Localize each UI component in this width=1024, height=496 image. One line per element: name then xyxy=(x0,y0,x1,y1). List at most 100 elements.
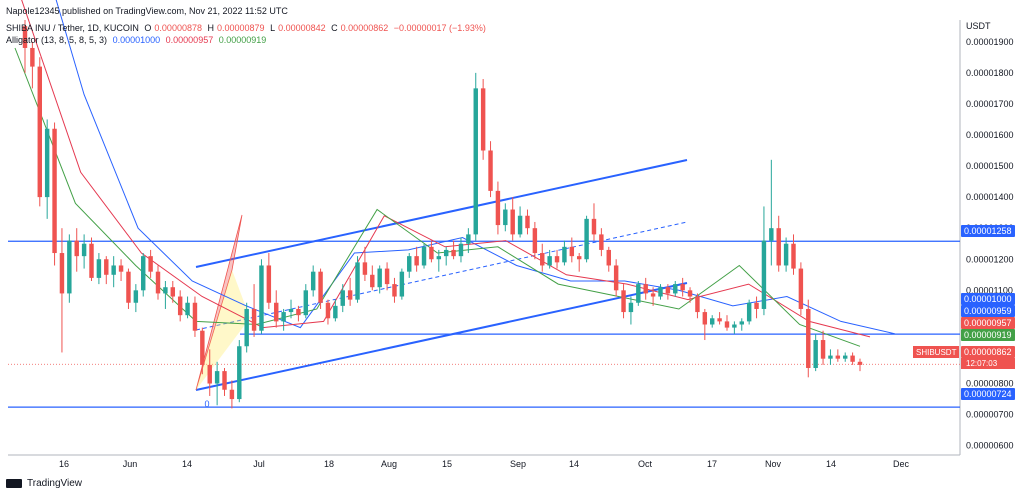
candle xyxy=(318,268,323,309)
candle xyxy=(44,119,50,219)
candle xyxy=(709,315,715,328)
candle xyxy=(436,249,442,272)
candle-body xyxy=(628,302,634,313)
candle xyxy=(525,209,530,235)
candle-body xyxy=(37,66,42,198)
candle-body xyxy=(443,249,449,257)
candle xyxy=(769,159,774,266)
candle-body xyxy=(118,265,124,272)
candle-body xyxy=(347,290,353,300)
candle-body xyxy=(569,246,575,257)
candle xyxy=(347,277,353,306)
candle-body xyxy=(274,302,279,322)
candle xyxy=(325,299,331,325)
candle xyxy=(340,284,345,313)
candle xyxy=(30,41,35,89)
candle-body xyxy=(310,271,316,291)
candle-body xyxy=(739,321,744,325)
candle xyxy=(74,228,79,272)
publisher-line: Napole12345 published on TradingView.com… xyxy=(6,6,288,16)
candle xyxy=(237,340,242,403)
x-tick-label: 15 xyxy=(442,459,452,469)
candle-body xyxy=(665,287,671,294)
candle-body xyxy=(466,234,471,244)
candle xyxy=(141,253,146,297)
price-badge-label: 0.00000959 xyxy=(964,306,1012,316)
x-tick-label: Dec xyxy=(893,459,910,469)
candle-body xyxy=(673,284,678,294)
candle xyxy=(643,277,648,300)
footer-brand[interactable]: TradingView xyxy=(27,478,83,489)
y-tick-label: 0.00000700 xyxy=(966,410,1014,420)
candle-body xyxy=(104,259,109,275)
price-badge-label: 0.00001258 xyxy=(964,226,1012,236)
candle-body xyxy=(414,256,419,266)
candle-body xyxy=(355,262,360,300)
low-label: L xyxy=(270,23,276,33)
candle xyxy=(89,237,94,281)
candle-body xyxy=(613,265,619,291)
candle xyxy=(214,361,220,406)
candle xyxy=(828,349,833,365)
candle xyxy=(370,265,375,291)
candle xyxy=(362,246,368,281)
countdown-label: 12:07:03 xyxy=(966,359,998,368)
candle xyxy=(443,246,449,266)
candle-body xyxy=(141,256,146,291)
candle-body xyxy=(732,324,737,328)
candle-body xyxy=(532,228,538,254)
indicator-legend: Alligator (13, 8, 5, 8, 5, 3) 0.00001000… xyxy=(6,35,269,45)
y-tick-label: 0.00001800 xyxy=(966,68,1014,78)
candle-body xyxy=(177,296,183,316)
candle xyxy=(673,281,678,297)
candle xyxy=(776,215,781,272)
candle-body xyxy=(67,240,72,294)
x-tick-label: Sep xyxy=(510,459,526,469)
candle xyxy=(266,253,272,309)
candle xyxy=(310,265,316,297)
y-tick-label: 0.00001400 xyxy=(966,192,1014,202)
candle xyxy=(569,237,575,263)
lips-value: 0.00000919 xyxy=(218,35,267,45)
candle xyxy=(687,287,693,303)
indicator-name: Alligator (13, 8, 5, 8, 5, 3) xyxy=(6,35,108,45)
x-tick-label: Jul xyxy=(253,459,265,469)
candle-body xyxy=(44,128,50,198)
candle xyxy=(636,281,641,306)
candle-body xyxy=(510,209,515,235)
price-badge-label: 0.00000724 xyxy=(964,389,1012,399)
candle xyxy=(22,20,28,73)
candle-body xyxy=(229,389,235,400)
high-value: 0.00000879 xyxy=(217,23,265,33)
candle-body xyxy=(74,240,79,257)
x-tick-label: 14 xyxy=(826,459,836,469)
candle-body xyxy=(185,302,190,316)
alligator-line xyxy=(21,0,871,338)
candle xyxy=(554,249,560,269)
candle xyxy=(407,253,412,278)
candle xyxy=(621,284,626,319)
candle-body xyxy=(776,228,781,266)
candle xyxy=(52,122,57,266)
candle xyxy=(857,358,863,372)
candle xyxy=(488,141,493,198)
change-value: −0.00000017 (−1.93%) xyxy=(393,23,486,33)
candle xyxy=(163,281,168,309)
price-badge xyxy=(961,293,1015,305)
candle-body xyxy=(562,246,567,263)
candle xyxy=(421,243,427,269)
candle xyxy=(503,203,508,232)
candle xyxy=(96,253,102,285)
candle-body xyxy=(835,355,841,359)
candle xyxy=(177,290,183,322)
candle xyxy=(251,284,257,337)
candle-body xyxy=(148,256,153,272)
candle-body xyxy=(547,256,552,266)
symbol-tag xyxy=(913,346,959,358)
candle-body xyxy=(554,256,560,263)
candle-body xyxy=(473,88,478,235)
candle xyxy=(148,249,153,278)
low-value: 0.00000842 xyxy=(278,23,326,33)
candle xyxy=(81,234,87,269)
